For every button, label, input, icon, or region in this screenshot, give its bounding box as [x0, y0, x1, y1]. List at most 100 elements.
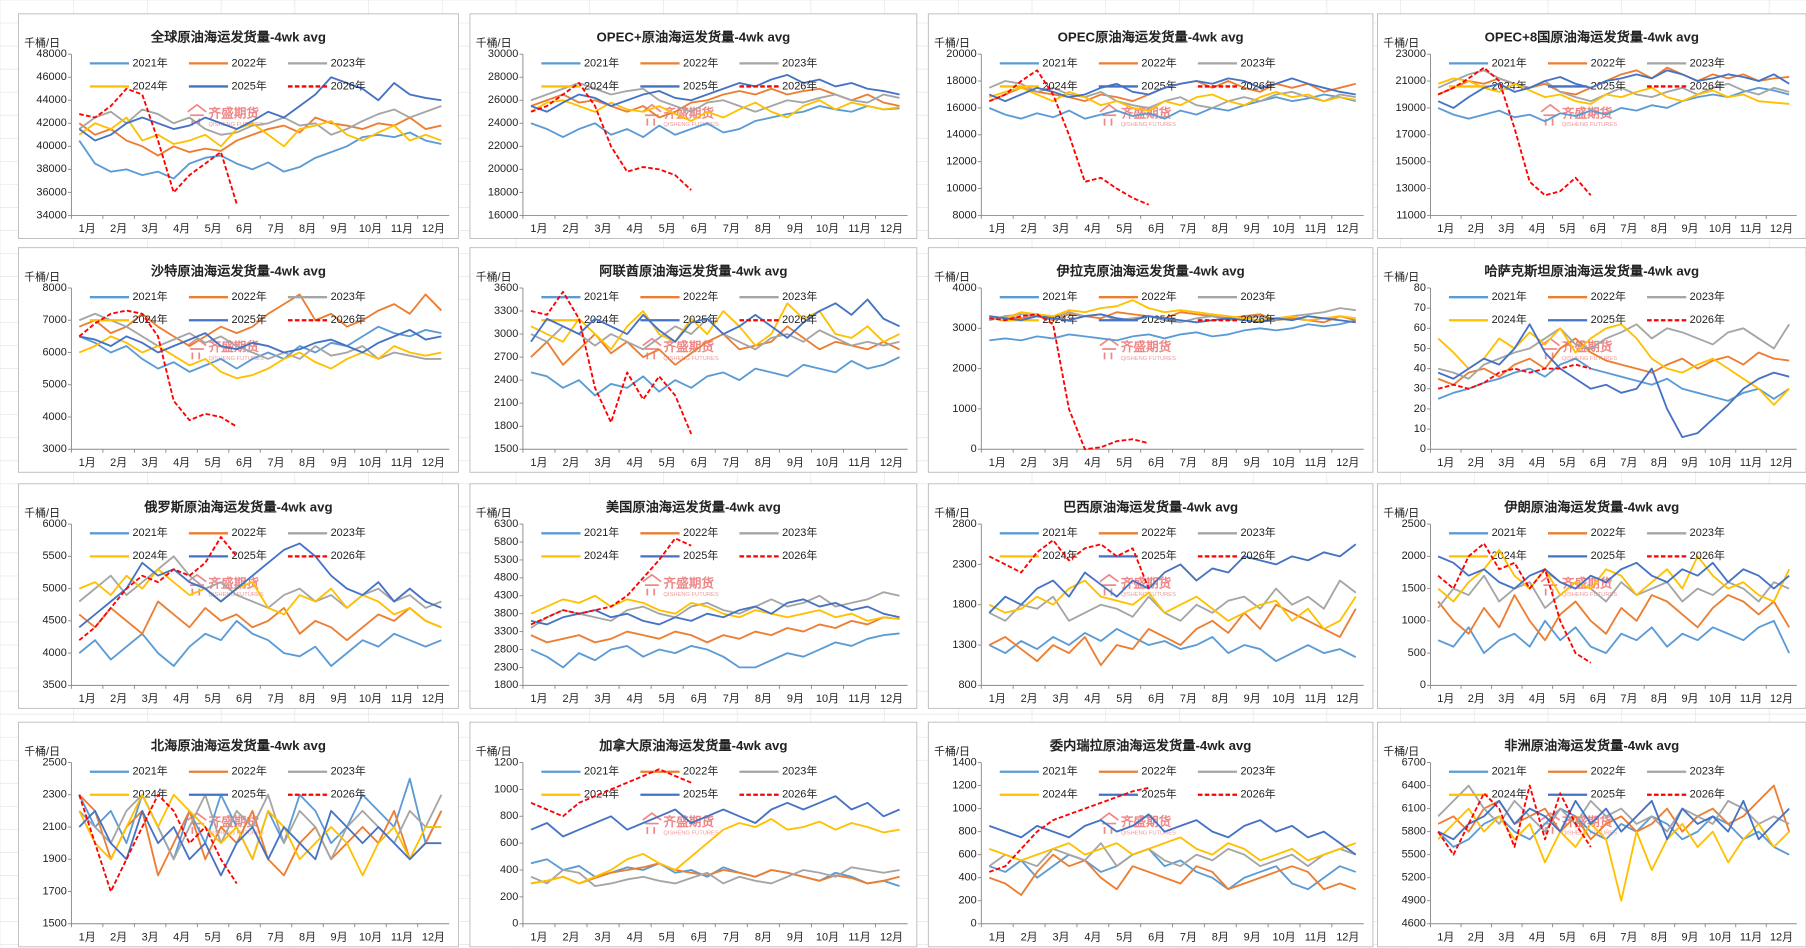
series-line	[988, 543, 1357, 614]
x-tick-label: 2月	[562, 931, 579, 943]
y-tick-label: 5000	[42, 582, 66, 594]
legend-label: 2026年	[1240, 548, 1275, 562]
series-line	[530, 866, 900, 888]
x-tick-label: 8月	[299, 693, 316, 705]
watermark-en: QISHENG FUTURES	[1121, 356, 1176, 362]
y-tick-label: 1500	[494, 443, 518, 455]
x-tick-label: 3月	[595, 931, 612, 943]
chart-title: 全球原油海运发货量-4wk avg	[150, 29, 326, 45]
legend-label: 2023年	[782, 764, 817, 778]
legend-label: 2024年	[132, 78, 167, 92]
x-tick-label: 10月	[1709, 931, 1732, 943]
y-tick-label: 800	[958, 679, 976, 691]
y-tick-label: 600	[958, 849, 976, 861]
x-tick-label: 12月	[880, 223, 903, 235]
y-tick-label: 4000	[952, 282, 976, 294]
series-line	[78, 600, 442, 642]
watermark-en: QISHENG FUTURES	[1562, 122, 1617, 128]
y-tick-label: 4600	[1402, 918, 1426, 930]
legend-label: 2024年	[1042, 78, 1077, 92]
y-tick-label: 13000	[1395, 182, 1425, 194]
panel-frame	[469, 247, 918, 473]
watermark-en: QISHENG FUTURES	[663, 592, 718, 598]
legend-label: 2024年	[1492, 78, 1527, 92]
y-tick-label: 400	[500, 864, 518, 876]
series-line	[1437, 574, 1790, 609]
watermark-logo	[642, 337, 662, 360]
legend-label: 2026年	[782, 312, 817, 326]
panel-frame	[469, 483, 918, 709]
x-tick-label: 10月	[816, 223, 839, 235]
y-unit: 千桶/日	[24, 270, 60, 284]
legend-label: 2025年	[1591, 548, 1626, 562]
x-tick-label: 11月	[1305, 693, 1327, 705]
x-tick-label: 1月	[530, 457, 547, 469]
legend-label: 2023年	[1690, 55, 1725, 69]
watermark-logo	[642, 573, 662, 596]
series-line	[989, 313, 1149, 451]
legend-label: 2026年	[782, 548, 817, 562]
y-unit: 千桶/日	[476, 744, 512, 758]
series-line	[530, 105, 900, 139]
y-tick-label: 200	[500, 891, 518, 903]
y-unit: 千桶/日	[1383, 506, 1419, 520]
series-line	[988, 77, 1356, 103]
chart-title: 伊拉克原油海运发货量-4wk avg	[1056, 262, 1245, 278]
x-tick-label: 10月	[1272, 223, 1295, 235]
series-line	[1437, 548, 1791, 603]
legend-label: 2025年	[232, 78, 267, 92]
x-tick-label: 5月	[659, 223, 676, 235]
x-tick-label: 9月	[1681, 457, 1698, 469]
x-tick-label: 11月	[848, 457, 870, 469]
series-line	[530, 82, 692, 191]
y-tick-label: 3000	[494, 328, 518, 340]
y-tick-label: 40	[1414, 363, 1426, 375]
chart-title: 加拿大原油海运发货量-4wk avg	[598, 737, 787, 753]
x-tick-label: 7月	[268, 223, 285, 235]
y-tick-label: 26000	[488, 94, 518, 106]
watermark-logo	[1099, 573, 1119, 596]
y-tick-label: 3300	[494, 625, 518, 637]
series-line	[78, 568, 442, 629]
panel-frame	[1377, 13, 1806, 239]
x-tick-label: 11月	[391, 931, 413, 943]
y-tick-label: 15000	[1395, 156, 1425, 168]
x-tick-label: 7月	[723, 931, 740, 943]
y-unit: 千桶/日	[934, 744, 970, 758]
y-tick-label: 3600	[494, 282, 518, 294]
legend-label: 2025年	[232, 787, 267, 801]
y-tick-label: 20	[1414, 403, 1426, 415]
y-tick-label: 200	[958, 895, 976, 907]
y-unit: 千桶/日	[934, 506, 970, 520]
watermark: 齐盛期货	[663, 339, 714, 354]
chart-title: OPEC+8国原油海运发货量-4wk avg	[1485, 29, 1699, 45]
series-line	[1437, 363, 1591, 390]
x-tick-label: 12月	[1336, 931, 1359, 943]
x-tick-label: 10月	[359, 223, 382, 235]
y-tick-label: 2300	[42, 789, 66, 801]
series-line	[988, 86, 1356, 112]
x-tick-label: 2月	[1021, 693, 1038, 705]
y-tick-label: 18000	[488, 186, 518, 198]
x-tick-label: 3月	[1052, 693, 1069, 705]
x-tick-label: 6月	[236, 457, 253, 469]
legend-label: 2025年	[1141, 78, 1176, 92]
y-tick-label: 6000	[42, 518, 66, 530]
legend-label: 2024年	[1492, 787, 1527, 801]
x-tick-label: 7月	[1620, 223, 1637, 235]
x-tick-label: 3月	[595, 457, 612, 469]
y-tick-label: 10	[1414, 423, 1426, 435]
x-tick-label: 10月	[1272, 693, 1295, 705]
y-tick-label: 60	[1414, 322, 1426, 334]
y-tick-label: 400	[958, 872, 976, 884]
y-tick-label: 1000	[1402, 615, 1426, 627]
chart-title: 哈萨克斯坦原油海运发货量-4wk avg	[1484, 262, 1699, 278]
x-tick-label: 2月	[562, 223, 579, 235]
legend-label: 2025年	[1591, 787, 1626, 801]
legend-label: 2024年	[1042, 548, 1077, 562]
y-tick-label: 3500	[42, 679, 66, 691]
series-line	[989, 311, 1356, 324]
